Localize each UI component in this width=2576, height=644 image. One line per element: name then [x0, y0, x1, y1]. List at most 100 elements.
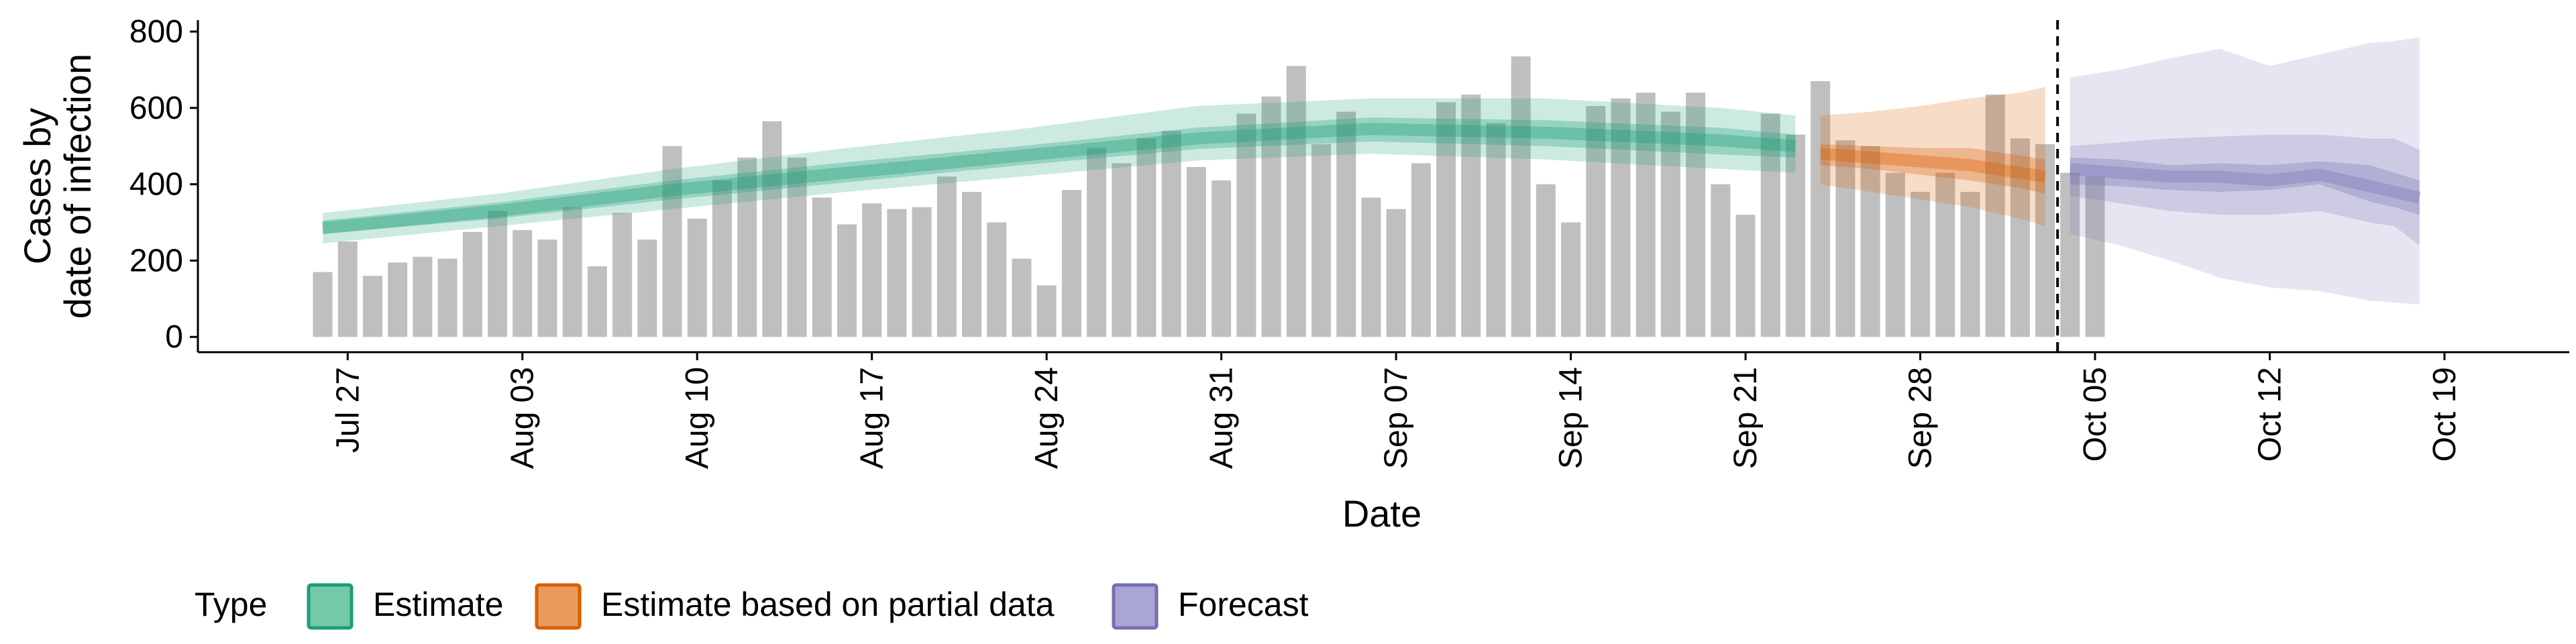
- bar: [962, 192, 982, 337]
- bar: [1061, 190, 1081, 337]
- bar: [762, 121, 782, 337]
- x-tick-label: Sep 07: [1379, 367, 1414, 469]
- bar: [612, 213, 633, 337]
- forecast-band-outer: [2070, 134, 2420, 246]
- legend-label-forecast: Forecast: [1178, 586, 1309, 623]
- bar: [562, 207, 582, 337]
- bar: [1811, 81, 1831, 337]
- bar: [1860, 146, 1880, 337]
- bar: [812, 197, 832, 337]
- bar: [1735, 215, 1756, 337]
- bar: [2060, 172, 2080, 337]
- y-axis-title-line-2: date of infection: [56, 54, 99, 319]
- bar: [462, 231, 482, 337]
- bar: [1785, 134, 1805, 337]
- x-tick-label: Aug 31: [1204, 367, 1240, 469]
- bar: [1835, 140, 1856, 337]
- bar: [1311, 144, 1331, 337]
- bar: [936, 176, 957, 337]
- bar: [1112, 163, 1132, 337]
- bar: [987, 222, 1007, 337]
- bar: [2035, 144, 2055, 337]
- bar: [1212, 180, 1232, 337]
- x-tick-label: Sep 21: [1728, 367, 1764, 469]
- bar: [1461, 94, 1481, 337]
- legend-swatch-partial: [535, 583, 582, 630]
- bar: [1087, 148, 1107, 337]
- bar: [887, 209, 907, 337]
- bar: [337, 241, 358, 337]
- forecast-band-inner: [2070, 157, 2420, 215]
- x-tick-label: Sep 28: [1903, 367, 1939, 469]
- bar: [1361, 197, 1381, 337]
- bar: [1411, 163, 1431, 337]
- bar: [1436, 102, 1456, 337]
- forecast-band-90: [2070, 37, 2420, 305]
- x-tick-label: Aug 03: [505, 367, 541, 469]
- legend-title: Type: [195, 586, 267, 623]
- legend-swatch-estimate: [307, 583, 354, 630]
- bar: [1161, 131, 1181, 337]
- bar: [1136, 138, 1157, 337]
- bar: [1885, 172, 1905, 337]
- forecast-median-line: [2070, 162, 2421, 204]
- bar: [1286, 66, 1306, 337]
- bar: [1236, 113, 1256, 337]
- x-tick-label: Oct 12: [2252, 367, 2288, 462]
- bar: [1935, 172, 1955, 337]
- x-tick-label: Aug 24: [1029, 367, 1065, 469]
- estimate-based-on-partial-data-band-inner: [1820, 144, 2045, 194]
- bar: [1960, 192, 1980, 337]
- legend-swatch-forecast: [1112, 583, 1159, 630]
- y-tick-label: 400: [129, 167, 183, 203]
- bar: [1985, 94, 2005, 337]
- bar: [437, 258, 458, 337]
- bar: [313, 272, 333, 337]
- bar: [1686, 93, 1706, 337]
- y-tick-label: 800: [129, 14, 183, 50]
- bar: [1012, 258, 1032, 337]
- y-axis-ticks: 0 200 400 600 800: [129, 14, 198, 355]
- bar: [1660, 111, 1680, 337]
- bar: [637, 239, 657, 337]
- y-tick-label: 200: [129, 243, 183, 278]
- x-axis-title: Date: [1342, 492, 1421, 535]
- bar: [1611, 98, 1631, 337]
- bar: [513, 229, 533, 337]
- bands-layer: [322, 37, 2421, 305]
- bar: [388, 262, 408, 337]
- bar: [1036, 285, 1057, 337]
- legend: Type Estimate Estimate based on partial …: [195, 583, 1309, 630]
- bar: [2010, 138, 2030, 337]
- x-tick-label: Aug 17: [855, 367, 890, 469]
- x-tick-label: Oct 19: [2427, 367, 2463, 462]
- bar: [1536, 184, 1556, 337]
- bar: [413, 256, 433, 337]
- legend-label-partial: Estimate based on partial data: [601, 586, 1055, 623]
- bar: [362, 276, 382, 337]
- x-tick-label: Sep 14: [1554, 367, 1589, 469]
- bar: [1561, 222, 1581, 337]
- bar: [787, 157, 807, 337]
- x-tick-label: Aug 10: [680, 367, 715, 469]
- estimate-based-on-partial-data-median-line: [1820, 148, 2046, 183]
- estimate-band-outer: [323, 98, 1796, 244]
- bars-layer: [313, 56, 2105, 337]
- bar: [1586, 106, 1606, 337]
- bar: [862, 203, 882, 337]
- bar: [912, 207, 932, 337]
- bar: [712, 180, 732, 337]
- estimate-median-line: [322, 123, 1796, 235]
- x-axis-ticks: Jul 27 Aug 03 Aug 10 Aug 17 Aug 24 Aug 31 Sep …: [330, 352, 2463, 469]
- bar: [537, 239, 557, 337]
- bar: [587, 266, 607, 337]
- x-tick-label: Oct 05: [2078, 367, 2113, 462]
- estimate-band-inner: [323, 117, 1796, 234]
- bar: [837, 224, 857, 337]
- legend-label-estimate: Estimate: [373, 586, 504, 623]
- bar: [1760, 113, 1780, 337]
- y-axis-title-line-1: Cases by: [16, 108, 58, 264]
- bar: [2085, 176, 2105, 337]
- bar: [662, 146, 682, 337]
- y-tick-label: 0: [165, 319, 183, 355]
